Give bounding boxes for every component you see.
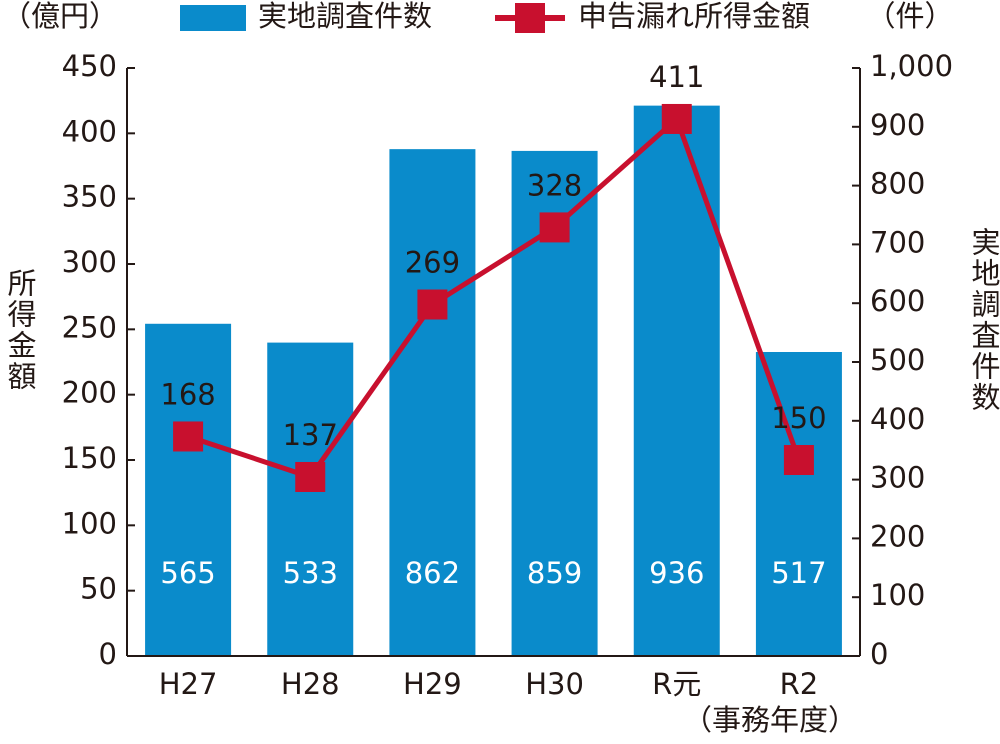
y2-tick-label: 700 xyxy=(870,225,925,259)
y2-tick-label: 1,000 xyxy=(870,49,953,83)
bar-value-label: 517 xyxy=(771,556,826,590)
legend-label: 実地調査件数 xyxy=(258,0,432,33)
legend-label: 申告漏れ所得金額 xyxy=(578,0,810,33)
bar xyxy=(755,352,842,656)
y-tick-label: 150 xyxy=(62,441,117,475)
x-tick-label: R元 xyxy=(652,667,701,701)
bar xyxy=(145,323,232,656)
x-unit: （事務年度） xyxy=(683,703,857,737)
marker xyxy=(661,103,692,134)
bar-value-label: 533 xyxy=(283,556,338,590)
bar-value-label: 862 xyxy=(405,556,460,590)
y2-unit: （件） xyxy=(866,0,953,33)
line-value-label: 168 xyxy=(160,377,215,411)
y2-tick-label: 200 xyxy=(870,519,925,553)
y-tick-label: 450 xyxy=(62,49,117,83)
y2-tick-label: 100 xyxy=(870,578,925,612)
y2-tick-label: 600 xyxy=(870,284,925,318)
y-label: 所得金額 xyxy=(3,268,37,392)
y2-tick-label: 500 xyxy=(870,343,925,377)
line-value-label: 269 xyxy=(405,246,460,280)
bar-value-label: 565 xyxy=(160,556,215,590)
legend-swatch xyxy=(180,5,246,31)
x-tick-label: H27 xyxy=(159,667,218,701)
marker xyxy=(783,445,814,475)
bar xyxy=(389,149,476,657)
marker xyxy=(539,212,570,243)
marker xyxy=(173,421,204,452)
x-tick-label: H28 xyxy=(281,667,340,701)
line-value-label: 137 xyxy=(283,418,338,452)
y-tick-label: 350 xyxy=(62,180,117,214)
y-tick-label: 400 xyxy=(62,114,117,148)
y-unit: （億円） xyxy=(2,0,118,33)
y2-tick-label: 900 xyxy=(870,108,925,142)
y-tick-label: 50 xyxy=(80,572,117,606)
line-value-label: 411 xyxy=(649,60,704,94)
y2-tick-label: 800 xyxy=(870,167,925,201)
y-tick-label: 300 xyxy=(62,245,117,279)
bar-value-label: 936 xyxy=(649,556,704,590)
marker xyxy=(295,461,326,492)
legend-swatch xyxy=(515,3,545,33)
bar xyxy=(267,342,354,656)
marker xyxy=(417,289,448,320)
bar-value-label: 859 xyxy=(527,556,582,590)
line-value-label: 328 xyxy=(527,168,582,202)
x-tick-label: H30 xyxy=(525,667,584,701)
y-tick-label: 250 xyxy=(62,310,117,344)
x-tick-label: R2 xyxy=(780,667,819,701)
y-tick-label: 200 xyxy=(62,376,117,410)
y2-tick-label: 0 xyxy=(870,637,888,671)
line-value-label: 150 xyxy=(771,401,826,435)
line xyxy=(187,114,802,480)
y2-label: 実地調査件数 xyxy=(967,227,1000,413)
y2-tick-label: 400 xyxy=(870,402,925,436)
x-tick-label: H29 xyxy=(403,667,462,701)
y-tick-label: 0 xyxy=(99,637,117,671)
y2-tick-label: 300 xyxy=(870,461,925,495)
y-tick-label: 100 xyxy=(62,506,117,540)
